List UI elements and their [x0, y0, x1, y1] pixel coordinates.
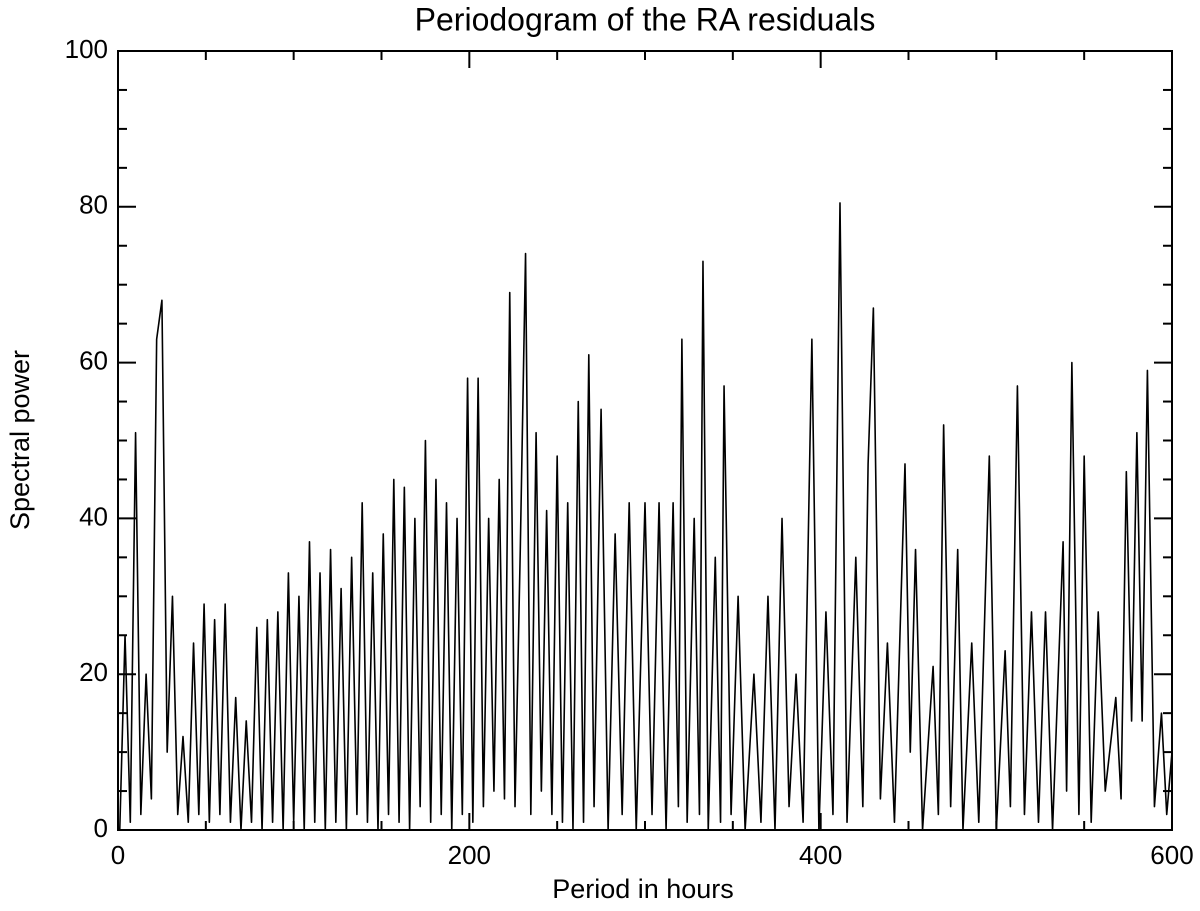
y-tick-label: 60 — [79, 345, 108, 375]
chart-title: Periodogram of the RA residuals — [415, 1, 876, 37]
y-tick-label: 100 — [65, 34, 108, 64]
y-tick-label: 40 — [79, 501, 108, 531]
y-tick-label: 20 — [79, 657, 108, 687]
x-tick-label: 400 — [799, 840, 842, 870]
y-axis-label: Spectral power — [5, 350, 35, 530]
x-tick-label: 200 — [448, 840, 491, 870]
x-axis-label: Period in hours — [552, 874, 734, 904]
x-tick-label: 0 — [111, 840, 125, 870]
x-tick-label: 600 — [1150, 840, 1193, 870]
data-line — [118, 202, 1173, 831]
y-tick-label: 80 — [79, 190, 108, 220]
y-tick-label: 0 — [94, 813, 108, 843]
